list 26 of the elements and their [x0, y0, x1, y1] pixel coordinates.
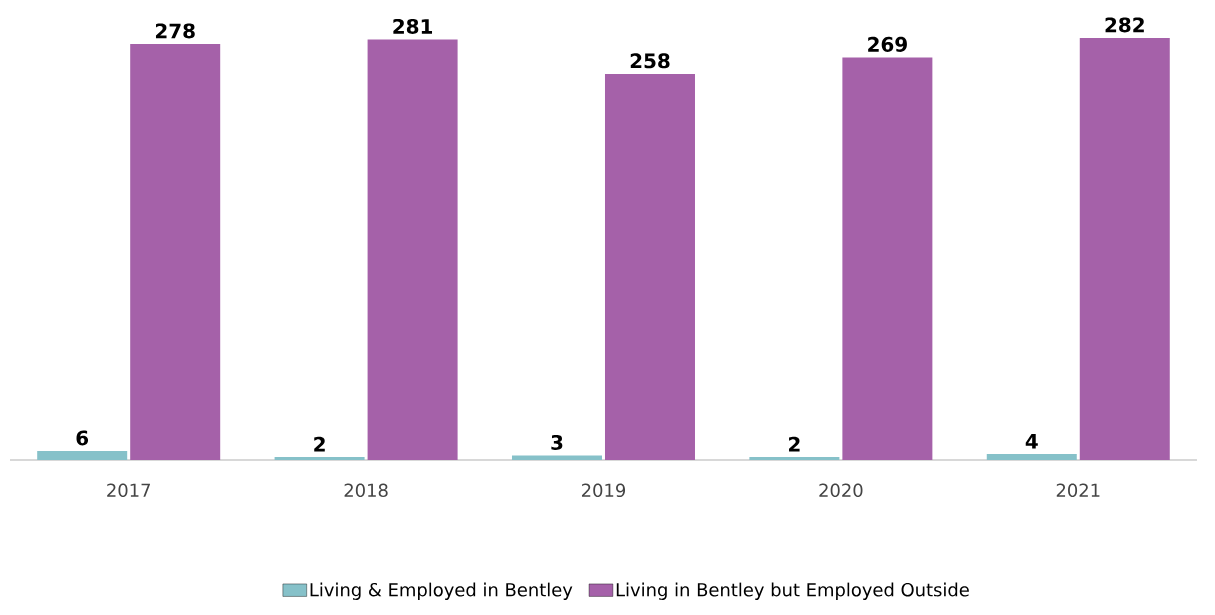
x-tick-label: 2017 — [107, 483, 150, 498]
data-label: 2 — [314, 436, 325, 452]
legend-label: Living & Employed in Bentley — [310, 582, 573, 600]
x-tick-label: 2018 — [344, 483, 388, 498]
bar — [986, 454, 1077, 460]
legend-label: Living in Bentley but Employed Outside — [616, 582, 969, 600]
x-tick-label: 2019 — [581, 483, 626, 498]
bar — [1079, 37, 1170, 460]
data-label: 281 — [393, 18, 433, 34]
x-tick-label: 2021 — [1056, 483, 1100, 498]
data-label: 282 — [1105, 17, 1144, 33]
data-label: 269 — [868, 36, 907, 52]
data-label: 4 — [1025, 433, 1038, 449]
bar — [604, 73, 695, 460]
data-label: 2 — [789, 436, 800, 452]
bar — [274, 457, 365, 460]
bar — [842, 57, 933, 460]
data-label: 258 — [630, 53, 670, 69]
x-tick-label: 2020 — [819, 483, 863, 498]
bar — [367, 39, 458, 460]
data-label: 3 — [551, 434, 563, 450]
bar — [749, 457, 840, 460]
data-label: 278 — [155, 23, 195, 39]
data-label: 6 — [76, 430, 89, 446]
bar — [130, 43, 221, 460]
bar — [37, 451, 128, 460]
